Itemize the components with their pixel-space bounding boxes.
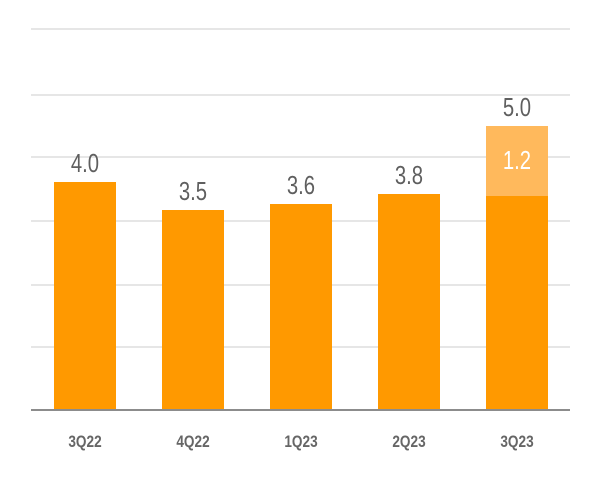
- value-label-3q22: 4.0: [70, 148, 100, 178]
- value-label-2q23: 3.8: [394, 160, 424, 190]
- x-tick-4q22: 4Q22: [176, 432, 210, 451]
- bar-2q23: [378, 194, 440, 410]
- gridline: [31, 94, 570, 96]
- x-tick-3q22: 3Q22: [68, 432, 102, 451]
- x-axis: [31, 409, 570, 411]
- bar-3q23-base: [486, 196, 548, 410]
- x-tick-3q23: 3Q23: [500, 432, 534, 451]
- x-tick-2q23: 2Q23: [392, 432, 426, 451]
- value-label-4q22: 3.5: [178, 176, 208, 206]
- bar-3q23-increment: [486, 126, 548, 196]
- gridline: [31, 156, 570, 158]
- bar-1q23: [270, 204, 332, 410]
- bar-3q22: [54, 182, 116, 410]
- segment-label-3q23: 1.2: [502, 145, 532, 175]
- x-tick-1q23: 1Q23: [284, 432, 318, 451]
- bar-4q22: [162, 210, 224, 410]
- gridline: [31, 28, 570, 30]
- value-label-3q23: 5.0: [502, 92, 532, 122]
- value-label-1q23: 3.6: [286, 170, 316, 200]
